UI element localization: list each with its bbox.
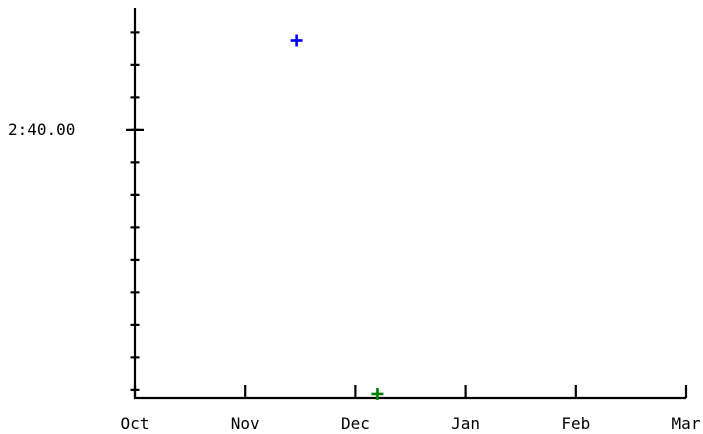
data-points	[290, 34, 384, 400]
x-tick-label: Dec	[341, 414, 370, 433]
data-point	[290, 34, 303, 47]
y-tick-label: 2:40.00	[8, 120, 75, 139]
x-axis-ticks: Oct Nov Dec Jan Feb Mar	[121, 385, 701, 433]
y-axis-ticks: 2:40.00	[8, 31, 144, 391]
x-tick-label: Nov	[231, 414, 260, 433]
x-tick-label: Feb	[561, 414, 590, 433]
x-tick-label: Mar	[672, 414, 701, 433]
x-tick-label: Oct	[121, 414, 150, 433]
x-tick-label: Jan	[451, 414, 480, 433]
data-point	[371, 387, 384, 400]
